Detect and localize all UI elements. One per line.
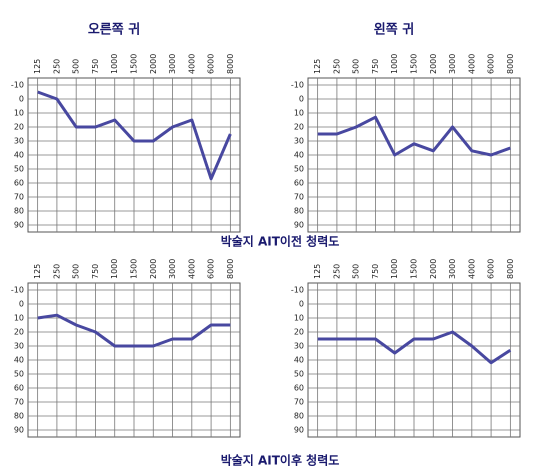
y-tick-label: 80: [294, 207, 304, 216]
y-tick-label: 70: [294, 398, 304, 407]
chart-title: 오른쪽 귀: [88, 22, 140, 38]
x-tick-label: 6000: [487, 54, 496, 74]
x-tick-label: 500: [72, 59, 81, 74]
y-tick-label: 20: [14, 328, 24, 337]
x-tick-label: 750: [91, 59, 100, 74]
x-tick-label: 750: [371, 264, 380, 279]
y-tick-label: 0: [19, 300, 24, 309]
y-tick-label: 40: [14, 356, 24, 365]
chart-title: 왼쪽 귀: [374, 22, 414, 38]
y-tick-label: -10: [291, 286, 304, 295]
y-tick-label: 90: [294, 221, 304, 230]
y-tick-label: 50: [294, 370, 304, 379]
hearing-line: [317, 115, 511, 157]
y-tick-label: 80: [294, 412, 304, 421]
x-tick-label: 6000: [207, 54, 216, 74]
y-tick-label: 20: [294, 328, 304, 337]
x-tick-label: 3000: [168, 54, 177, 74]
y-tick-label: 30: [14, 342, 24, 351]
x-tick-label: 4000: [187, 54, 196, 74]
hearing-line: [37, 90, 232, 181]
x-tick-label: 750: [91, 264, 100, 279]
y-tick-label: -10: [291, 81, 304, 90]
hearing-line: [37, 313, 231, 348]
hearing-line: [317, 330, 512, 365]
x-tick-label: 8000: [226, 259, 235, 279]
x-tick-label: 3000: [448, 54, 457, 74]
x-tick-label: 2000: [429, 54, 438, 74]
y-tick-label: 70: [294, 193, 304, 202]
x-tick-label: 4000: [467, 259, 476, 279]
y-tick-label: 80: [14, 207, 24, 216]
x-tick-label: 1500: [410, 259, 419, 279]
x-tick-label: 125: [313, 264, 322, 279]
x-tick-label: 6000: [207, 259, 216, 279]
x-tick-label: 8000: [226, 54, 235, 74]
y-tick-label: 60: [294, 179, 304, 188]
x-tick-label: 250: [52, 59, 61, 74]
y-tick-label: 40: [294, 151, 304, 160]
y-tick-label: 30: [14, 137, 24, 146]
caption: 박술지 AIT이후 청력도: [221, 453, 340, 468]
y-tick-label: 80: [14, 412, 24, 421]
y-tick-label: 60: [294, 384, 304, 393]
x-tick-label: 500: [352, 264, 361, 279]
y-tick-label: 60: [14, 384, 24, 393]
y-tick-label: 40: [14, 151, 24, 160]
x-tick-label: 125: [33, 264, 42, 279]
x-tick-label: 3000: [168, 259, 177, 279]
y-tick-label: 30: [294, 137, 304, 146]
x-tick-label: 8000: [506, 54, 515, 74]
x-tick-label: 4000: [187, 259, 196, 279]
x-tick-label: 3000: [448, 259, 457, 279]
x-tick-label: 250: [332, 264, 341, 279]
y-tick-label: 70: [14, 193, 24, 202]
x-tick-label: 8000: [506, 259, 515, 279]
y-tick-label: 0: [299, 300, 304, 309]
x-tick-label: 6000: [487, 259, 496, 279]
y-tick-label: 70: [14, 398, 24, 407]
y-tick-label: 50: [294, 165, 304, 174]
x-tick-label: 750: [371, 59, 380, 74]
y-tick-label: -10: [11, 286, 24, 295]
x-tick-label: 2000: [149, 259, 158, 279]
x-tick-label: 500: [72, 264, 81, 279]
x-tick-label: 250: [332, 59, 341, 74]
y-tick-label: 30: [294, 342, 304, 351]
caption: 박술지 AIT이전 청력도: [221, 234, 340, 249]
x-tick-label: 4000: [467, 54, 476, 74]
x-tick-label: 1000: [390, 259, 399, 279]
y-tick-label: 0: [19, 95, 24, 104]
y-tick-label: 60: [14, 179, 24, 188]
y-tick-label: 20: [14, 123, 24, 132]
x-tick-label: 125: [313, 59, 322, 74]
x-tick-label: 2000: [429, 259, 438, 279]
x-tick-label: 1500: [130, 259, 139, 279]
y-tick-label: 10: [14, 314, 24, 323]
y-tick-label: 40: [294, 356, 304, 365]
x-tick-label: 1500: [410, 54, 419, 74]
y-tick-label: 0: [299, 95, 304, 104]
x-tick-label: 1000: [390, 54, 399, 74]
x-tick-label: 250: [52, 264, 61, 279]
y-tick-label: 50: [14, 165, 24, 174]
y-tick-label: 50: [14, 370, 24, 379]
y-tick-label: 90: [14, 426, 24, 435]
y-tick-label: 20: [294, 123, 304, 132]
y-tick-label: 90: [14, 221, 24, 230]
y-tick-label: 10: [294, 109, 304, 118]
x-tick-label: 125: [33, 59, 42, 74]
x-tick-label: 2000: [149, 54, 158, 74]
x-tick-label: 1000: [110, 54, 119, 74]
x-tick-label: 500: [352, 59, 361, 74]
y-tick-label: 10: [294, 314, 304, 323]
y-tick-label: -10: [11, 81, 24, 90]
x-tick-label: 1000: [110, 259, 119, 279]
y-tick-label: 90: [294, 426, 304, 435]
x-tick-label: 1500: [130, 54, 139, 74]
y-tick-label: 10: [14, 109, 24, 118]
